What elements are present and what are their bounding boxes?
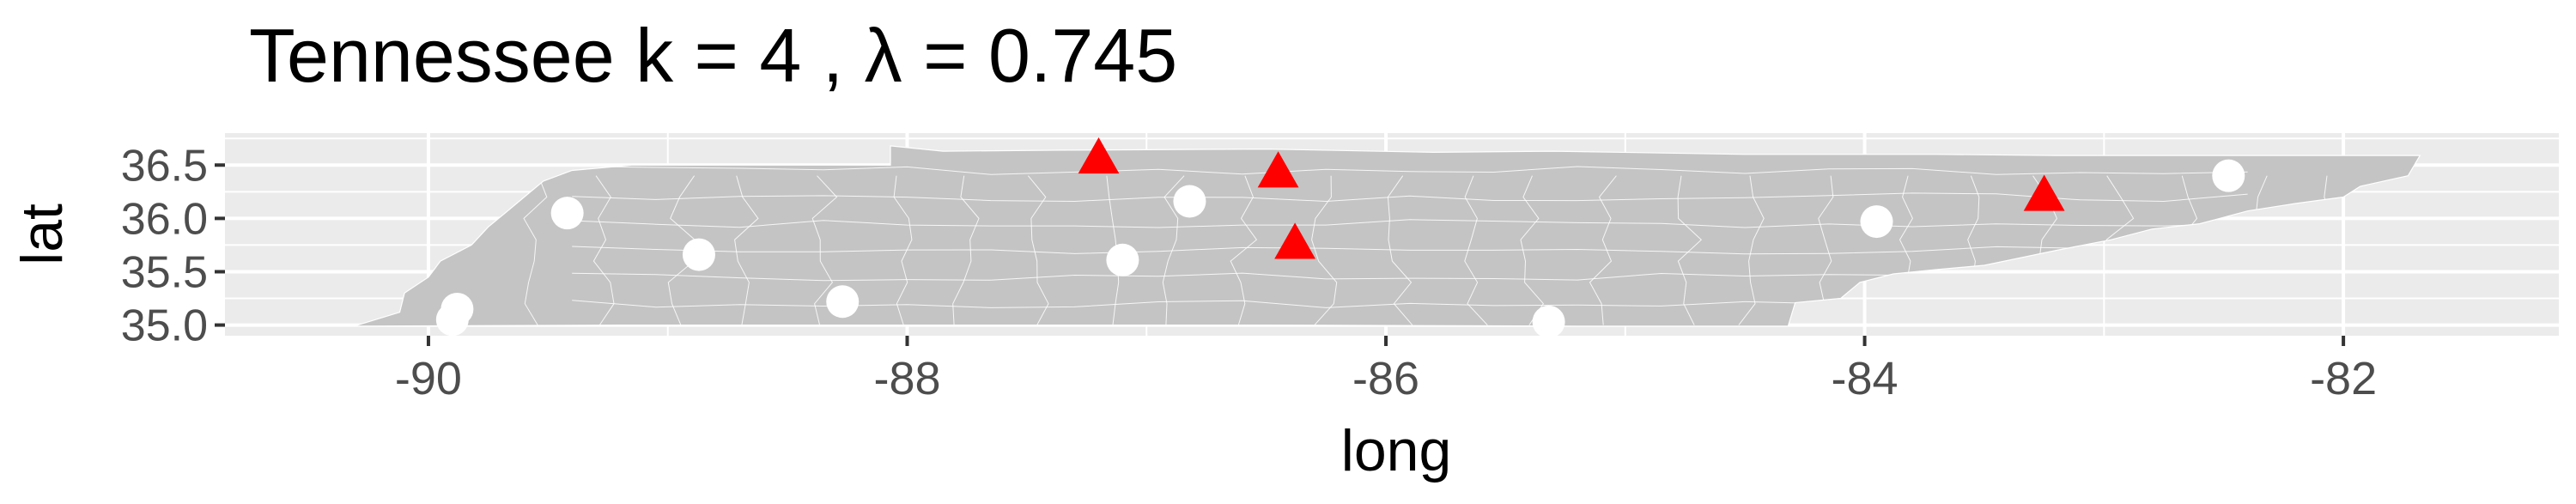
y-axis: 35.035.536.036.5: [121, 141, 225, 351]
y-tick-label: 35.5: [121, 247, 208, 297]
county-boundary: [952, 175, 980, 325]
county-boundary: [734, 175, 759, 325]
data-point-circle: [2212, 159, 2245, 192]
data-point-circle: [550, 197, 584, 230]
chart-title: Tennessee k = 4 , λ = 0.745: [249, 13, 1177, 98]
county-boundary: [1738, 175, 1765, 325]
data-point-circle: [1106, 243, 1139, 276]
county-boundary: [572, 246, 2248, 255]
x-tick-label: -90: [395, 353, 462, 404]
county-boundary: [572, 219, 2248, 228]
y-axis-title: lat: [9, 203, 75, 265]
tennessee-map-shape: [354, 145, 2421, 327]
county-boundary: [1311, 175, 1338, 325]
county-boundary: [572, 166, 2248, 175]
data-point-triangle: [2023, 174, 2065, 211]
data-point-circle: [1532, 305, 1565, 338]
x-axis: -90 -88 -86 -84 -82: [395, 336, 2377, 404]
county-boundary: [1230, 175, 1258, 325]
county-boundary: [893, 175, 913, 325]
y-tick-label: 35.0: [121, 301, 208, 351]
data-point-triangle: [1274, 222, 1316, 259]
x-tick-label: -88: [873, 353, 940, 404]
county-boundary: [572, 192, 2248, 203]
x-tick-label: -86: [1352, 353, 1419, 404]
data-point-circle: [1860, 205, 1893, 239]
data-point-circle: [826, 285, 860, 319]
county-boundary: [811, 175, 838, 325]
county-boundary: [1028, 175, 1049, 325]
county-boundary: [1677, 175, 1703, 325]
x-tick-label: -82: [2310, 353, 2377, 404]
y-tick-label: 36.0: [121, 194, 208, 244]
data-point-circle: [1173, 185, 1206, 218]
data-points: [435, 137, 2245, 338]
x-tick-label: -84: [1832, 353, 1899, 404]
data-point-triangle: [1257, 151, 1299, 188]
data-point-triangle: [1078, 137, 1120, 174]
data-point-circle: [435, 303, 469, 337]
county-boundary: [1387, 175, 1413, 325]
county-boundary: [523, 175, 548, 325]
y-tick-label: 36.5: [121, 141, 208, 191]
data-point-circle: [682, 238, 715, 271]
county-boundary: [592, 175, 615, 325]
x-axis-title: long: [1341, 418, 1452, 483]
